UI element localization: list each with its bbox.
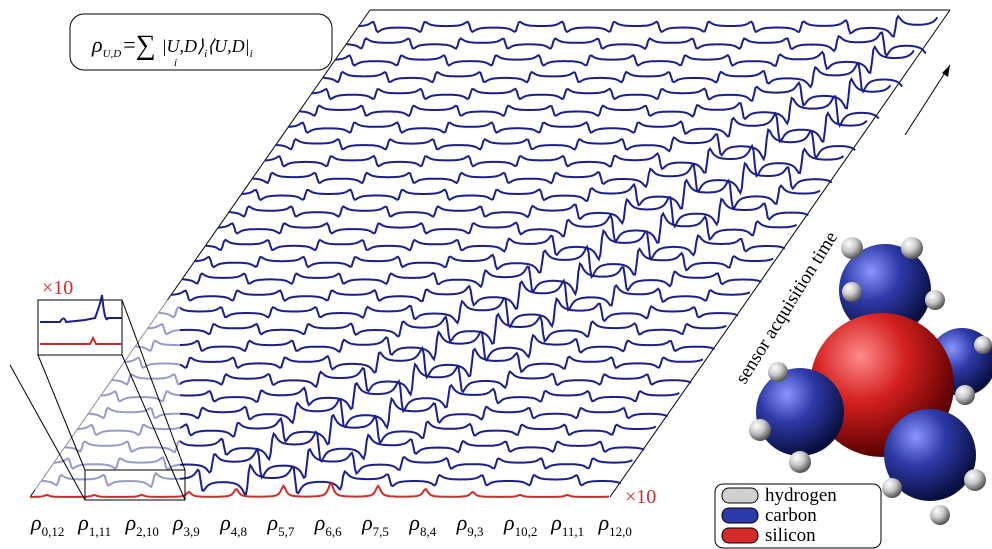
legend-label: carbon [765,505,817,526]
x-label-sub: 10,2 [515,524,538,539]
x-label-base: ρ [77,510,89,535]
x-label: ρ3,9 [172,510,200,539]
x-label: ρ7,5 [361,510,389,539]
trace [218,214,797,243]
x-label-sub: 2,10 [136,524,159,539]
trace [206,231,785,260]
x-label: ρ4,8 [219,510,247,539]
trace [136,332,715,361]
x-label: ρ10,2 [503,510,537,539]
x-label-base: ρ [550,510,562,535]
trace [311,79,890,108]
x-label-sub: 12,0 [609,524,632,539]
x-label: ρ9,3 [456,510,484,539]
x-label: ρ11,1 [550,510,584,539]
trace [159,298,738,327]
trace-magnification: ×10 [625,486,656,508]
legend-label: silicon [765,525,816,546]
x-label-sub: 11,1 [562,524,584,539]
legend-swatch [722,488,758,503]
x-label-base: ρ [125,510,137,535]
trace [182,264,761,294]
x-label: ρ1,11 [77,510,111,539]
x-label: ρ8,4 [408,510,436,539]
x-label-sub: 8,4 [420,524,437,539]
x-label-base: ρ [408,510,420,535]
trace [300,96,879,126]
trace [323,64,902,92]
x-label-sub: 3,9 [183,524,199,539]
trace [288,113,867,142]
x-label-sub: 4,8 [231,524,247,539]
inset-magnification: ×10 [42,277,73,299]
legend-label: hydrogen [765,485,837,506]
x-label: ρ2,10 [125,510,159,539]
figure: ρU,D=∑|U,D⟩i⟨U,D|i i sensor acquisition … [0,0,992,549]
legend-swatch [722,508,758,523]
x-label: ρ12,0 [598,510,632,539]
x-label-sub: 7,5 [373,524,389,539]
sum-index: i [174,57,177,69]
time-arrow [905,65,950,135]
trace [229,197,808,226]
trace [358,16,937,36]
x-label-base: ρ [267,510,279,535]
x-label-sub: 6,6 [325,524,342,539]
trace [276,130,855,160]
x-label-sub: 1,11 [89,524,111,539]
x-label-sub: 0,12 [42,524,65,539]
trace [347,33,926,56]
x-label-sub: 9,3 [467,524,483,539]
x-label-base: ρ [361,510,373,535]
x-label-base: ρ [219,510,231,535]
x-label: ρ6,6 [314,510,342,539]
molecule [749,237,992,525]
x-label-base: ρ [314,510,326,535]
x-label-base: ρ [456,510,468,535]
x-label-sub: 5,7 [278,524,295,539]
x-label-base: ρ [598,510,610,535]
trace [241,180,820,208]
x-label: ρ5,7 [267,510,295,539]
legend-swatch [722,528,758,543]
x-label: ρ0,12 [30,510,64,539]
trace [335,47,914,73]
x-label-base: ρ [30,510,42,535]
trace [253,163,832,193]
x-label-base: ρ [503,510,515,535]
x-label-base: ρ [172,510,184,535]
trace [112,364,691,394]
